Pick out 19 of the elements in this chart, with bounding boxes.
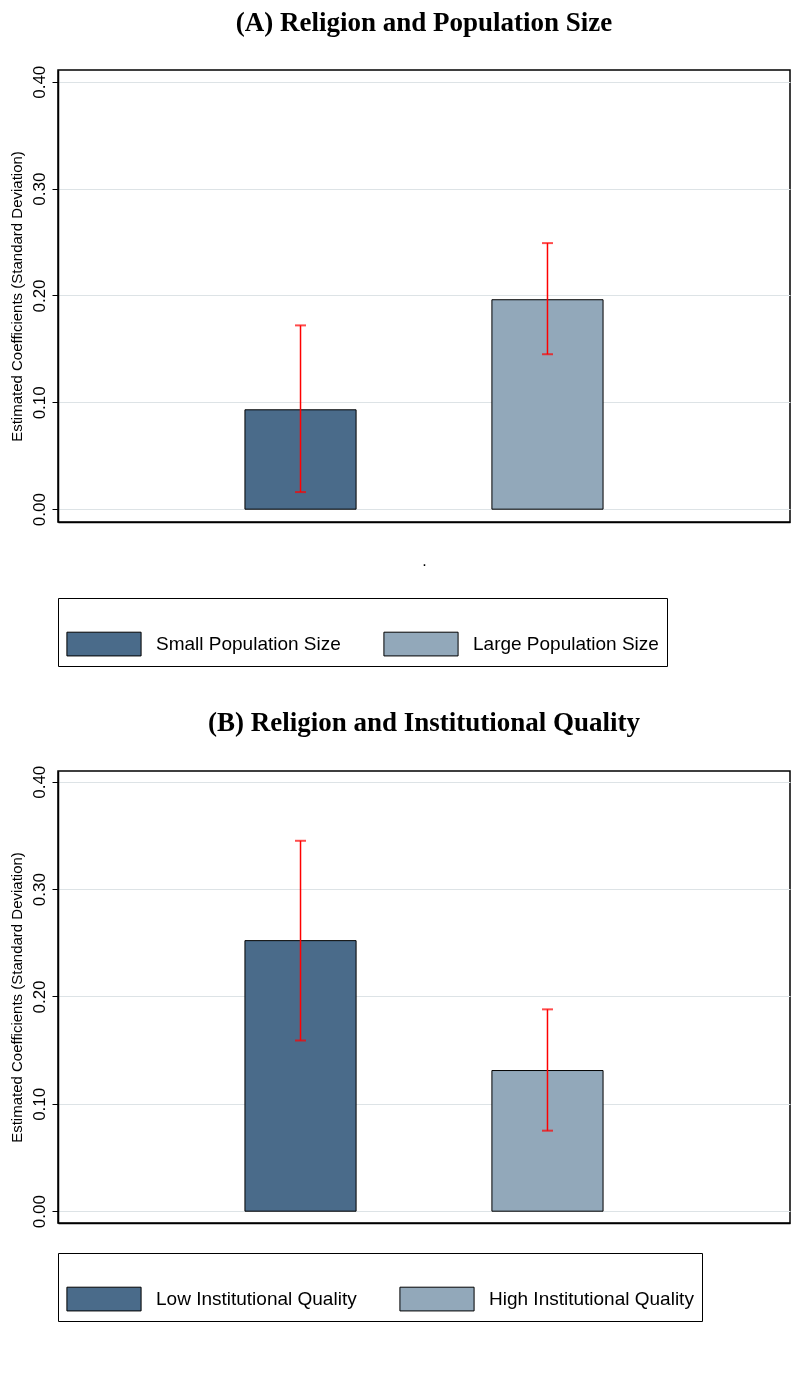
y-tick-label: 0.20 [29, 980, 49, 1014]
y-tick-label: 0.30 [29, 873, 49, 907]
y-tick-label: 0.40 [29, 765, 49, 799]
x-axis-title: . [422, 551, 427, 569]
legend-label: High Institutional Quality [489, 1288, 695, 1310]
y-tick-label: 0.10 [29, 386, 49, 420]
legend-label: Small Population Size [156, 633, 341, 655]
chart-title: (B) Religion and Institutional Quality [207, 707, 641, 738]
y-tick-label: 0.30 [29, 172, 49, 206]
y-tick-label: 0.00 [29, 1195, 49, 1229]
y-axis-title: Estimated Coefficients (Standard Deviation) [7, 151, 25, 442]
y-axis-title: Estimated Coefficients (Standard Deviation) [7, 852, 25, 1143]
y-tick-label: 0.20 [29, 279, 49, 313]
legend-label: Low Institutional Quality [156, 1288, 358, 1310]
y-tick-label: 0.10 [29, 1087, 49, 1121]
legend-label: Large Population Size [473, 633, 659, 655]
y-tick-label: 0.00 [29, 493, 49, 527]
y-tick-label: 0.40 [29, 65, 49, 99]
chart-title: (A) Religion and Population Size [235, 7, 613, 38]
